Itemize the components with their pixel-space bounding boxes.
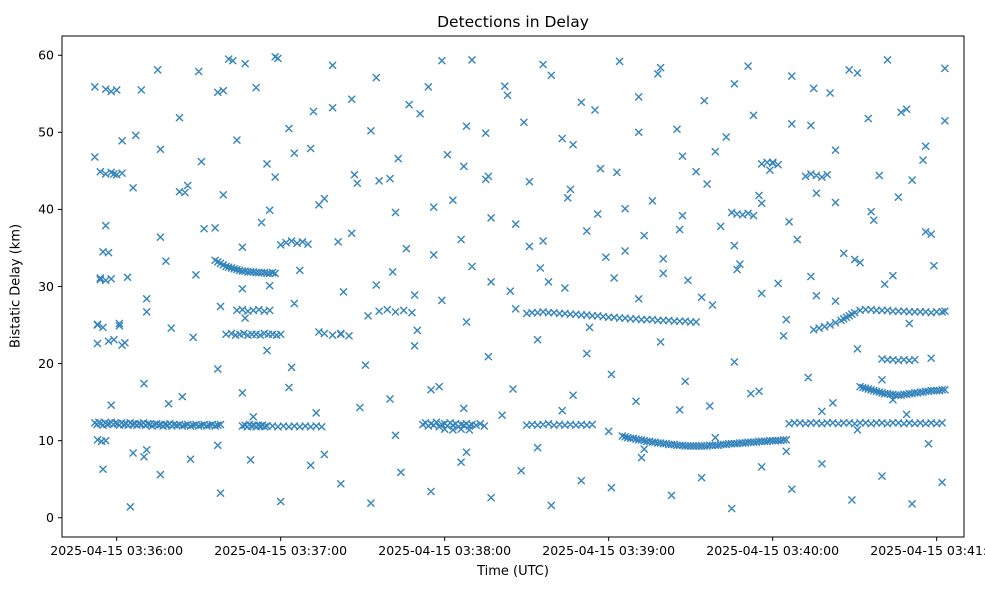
x-tick-label: 2025-04-15 03:37:00 [214, 543, 347, 558]
y-tick-label: 40 [38, 202, 54, 217]
scatter-points [91, 53, 949, 513]
chart-title: Detections in Delay [437, 13, 589, 31]
x-tick-label: 2025-04-15 03:41:00 [870, 543, 985, 558]
y-tick-label: 50 [38, 125, 54, 140]
x-tick-label: 2025-04-15 03:36:00 [50, 543, 183, 558]
y-tick-label: 10 [38, 433, 54, 448]
y-tick-label: 60 [38, 48, 54, 63]
x-tick-label: 2025-04-15 03:39:00 [542, 543, 675, 558]
x-tick-label: 2025-04-15 03:38:00 [378, 543, 511, 558]
y-tick-label: 0 [46, 510, 54, 525]
y-tick-label: 30 [38, 279, 54, 294]
x-axis-label: Time (UTC) [477, 564, 549, 579]
plot-border [61, 35, 965, 538]
y-tick-label: 20 [38, 356, 54, 371]
x-tick-label: 2025-04-15 03:40:00 [706, 543, 839, 558]
